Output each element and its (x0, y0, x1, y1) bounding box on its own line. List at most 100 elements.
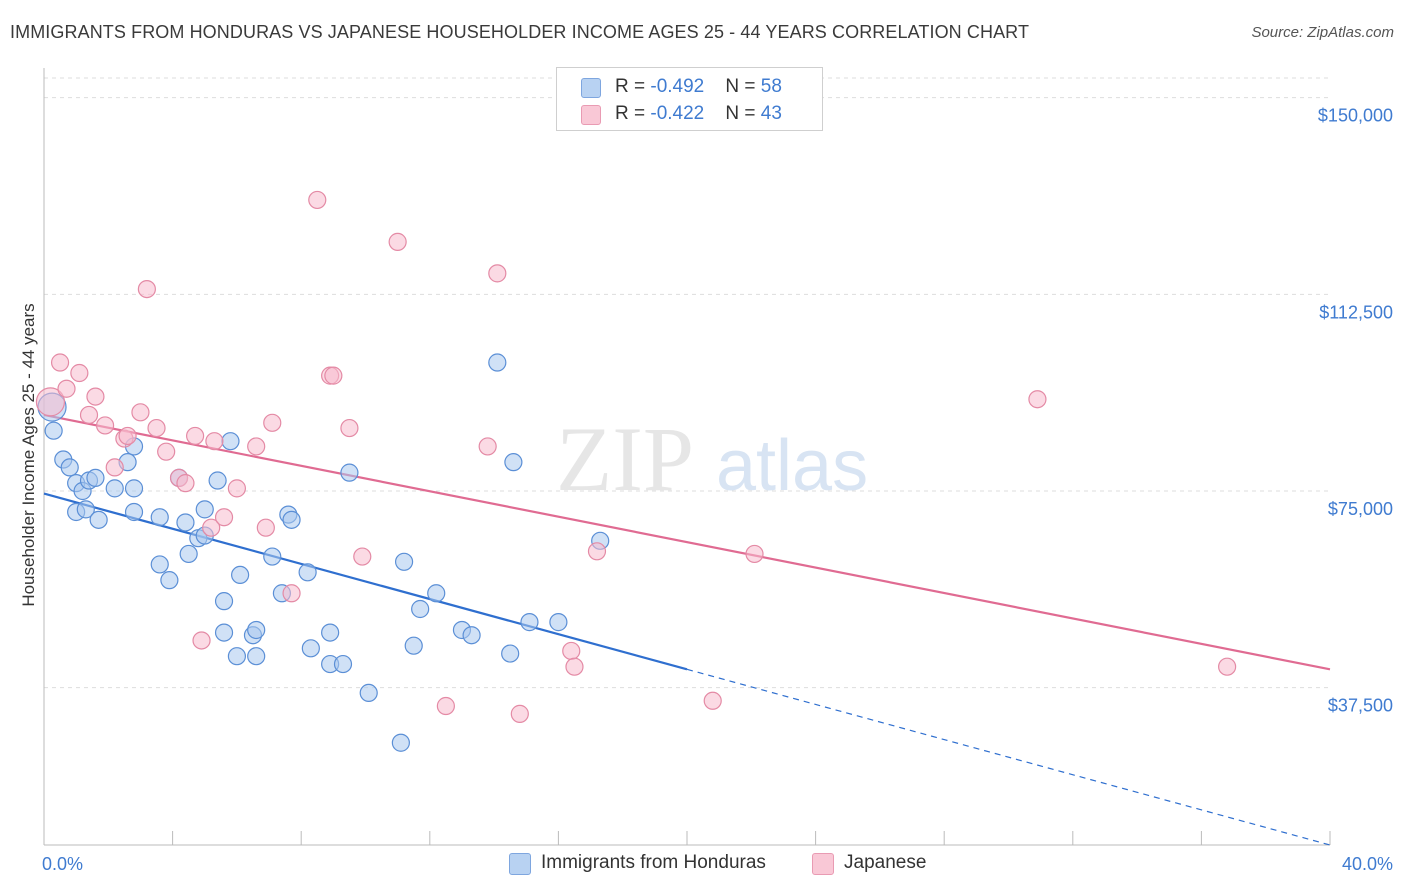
point-japanese (388, 232, 407, 251)
point-honduras (301, 639, 320, 658)
point-japanese (205, 432, 224, 451)
point-honduras (231, 565, 250, 585)
point-honduras (150, 555, 169, 574)
y-tick-label: $37,500 (1328, 696, 1393, 716)
point-honduras (427, 584, 446, 603)
point-japanese (1218, 657, 1237, 676)
point-japanese (202, 518, 221, 537)
point-honduras (340, 463, 359, 482)
point-honduras (298, 563, 317, 582)
point-honduras (179, 544, 198, 564)
point-japanese (176, 474, 195, 493)
watermark: ZIP atlas (556, 408, 868, 510)
point-honduras (44, 421, 63, 440)
gridlines (44, 77, 1330, 689)
point-japanese (510, 704, 529, 723)
point-honduras (195, 500, 214, 519)
point-japanese (436, 696, 455, 716)
point-honduras (321, 623, 340, 642)
legend-r-value: -0.492 (650, 76, 705, 97)
point-honduras (282, 510, 301, 529)
point-honduras (76, 500, 95, 519)
point-japanese (340, 418, 359, 438)
point-japanese (186, 426, 205, 446)
point-japanese (35, 387, 66, 417)
point-honduras (247, 620, 266, 640)
point-japanese (157, 442, 176, 461)
legend-r-label: R = (615, 76, 651, 97)
watermark-zip: ZIP (556, 408, 694, 510)
point-japanese (478, 437, 497, 456)
point-japanese (256, 518, 275, 537)
point-japanese (227, 479, 246, 498)
source-credit: Source: ZipAtlas.com (1251, 24, 1394, 41)
point-japanese (565, 657, 584, 676)
bottom-legend-swatch-blue (509, 853, 531, 875)
point-japanese (1028, 390, 1047, 409)
point-japanese (57, 379, 76, 398)
point-japanese (353, 547, 372, 566)
point-japanese (562, 641, 581, 661)
y-tick-label: $75,000 (1328, 499, 1393, 519)
point-honduras (124, 479, 144, 498)
point-honduras (105, 479, 124, 498)
point-honduras (394, 552, 414, 571)
legend-swatch-blue (581, 78, 601, 98)
point-honduras (160, 571, 179, 590)
x-tick-label-end: 40.0% (1342, 854, 1393, 874)
point-japanese (70, 363, 89, 383)
point-honduras (176, 513, 195, 532)
point-japanese (324, 366, 343, 385)
point-japanese (703, 691, 722, 710)
point-japanese (147, 418, 166, 438)
legend-r-label: R = (615, 103, 651, 124)
point-honduras (86, 468, 105, 487)
point-honduras (150, 508, 169, 527)
trend-lines (43, 413, 1331, 846)
point-japanese (137, 279, 156, 299)
point-honduras (391, 733, 410, 752)
point-japanese (131, 403, 150, 422)
bottom-legend-swatch-pink (812, 853, 834, 875)
point-japanese (745, 544, 764, 564)
point-japanese (587, 542, 607, 561)
point-japanese (263, 413, 282, 432)
point-honduras (462, 626, 481, 645)
point-honduras (89, 510, 108, 529)
point-honduras (411, 599, 430, 619)
point-japanese (247, 437, 266, 456)
point-honduras (214, 592, 234, 611)
point-japanese (282, 584, 301, 603)
y-tick-label: $150,000 (1318, 106, 1393, 126)
data-points (35, 190, 1237, 752)
point-honduras (520, 613, 539, 632)
point-japanese (50, 353, 70, 372)
point-honduras (263, 547, 282, 566)
point-honduras (208, 471, 227, 490)
legend-swatch-pink (581, 105, 601, 125)
point-japanese (214, 508, 234, 527)
point-honduras (221, 432, 240, 451)
trend-japanese (43, 413, 1331, 671)
point-japanese (118, 426, 137, 446)
trend-honduras-extrapolated (686, 668, 1331, 846)
point-honduras (359, 683, 378, 703)
point-honduras (60, 458, 79, 477)
legend-n-value: 58 (760, 76, 782, 97)
point-honduras (549, 613, 568, 632)
point-honduras (404, 636, 423, 655)
point-honduras (124, 502, 144, 522)
axes (43, 68, 1331, 846)
legend-n-label: N = (725, 76, 761, 97)
legend-n-label: N = (725, 103, 761, 124)
y-tick-label: $112,500 (1319, 302, 1393, 322)
tick-labels: $37,500 $75,000 $112,500 $150,000 0.0% 40.0% (42, 106, 1393, 874)
point-honduras (214, 623, 234, 642)
stats-legend: R = -0.492 N = 58 R = -0.422 N = 43 (556, 67, 823, 131)
point-japanese (308, 190, 327, 210)
point-japanese (105, 458, 124, 477)
point-honduras (333, 654, 353, 674)
point-japanese (79, 405, 99, 425)
bottom-legend-label: Immigrants from Honduras (541, 852, 766, 873)
